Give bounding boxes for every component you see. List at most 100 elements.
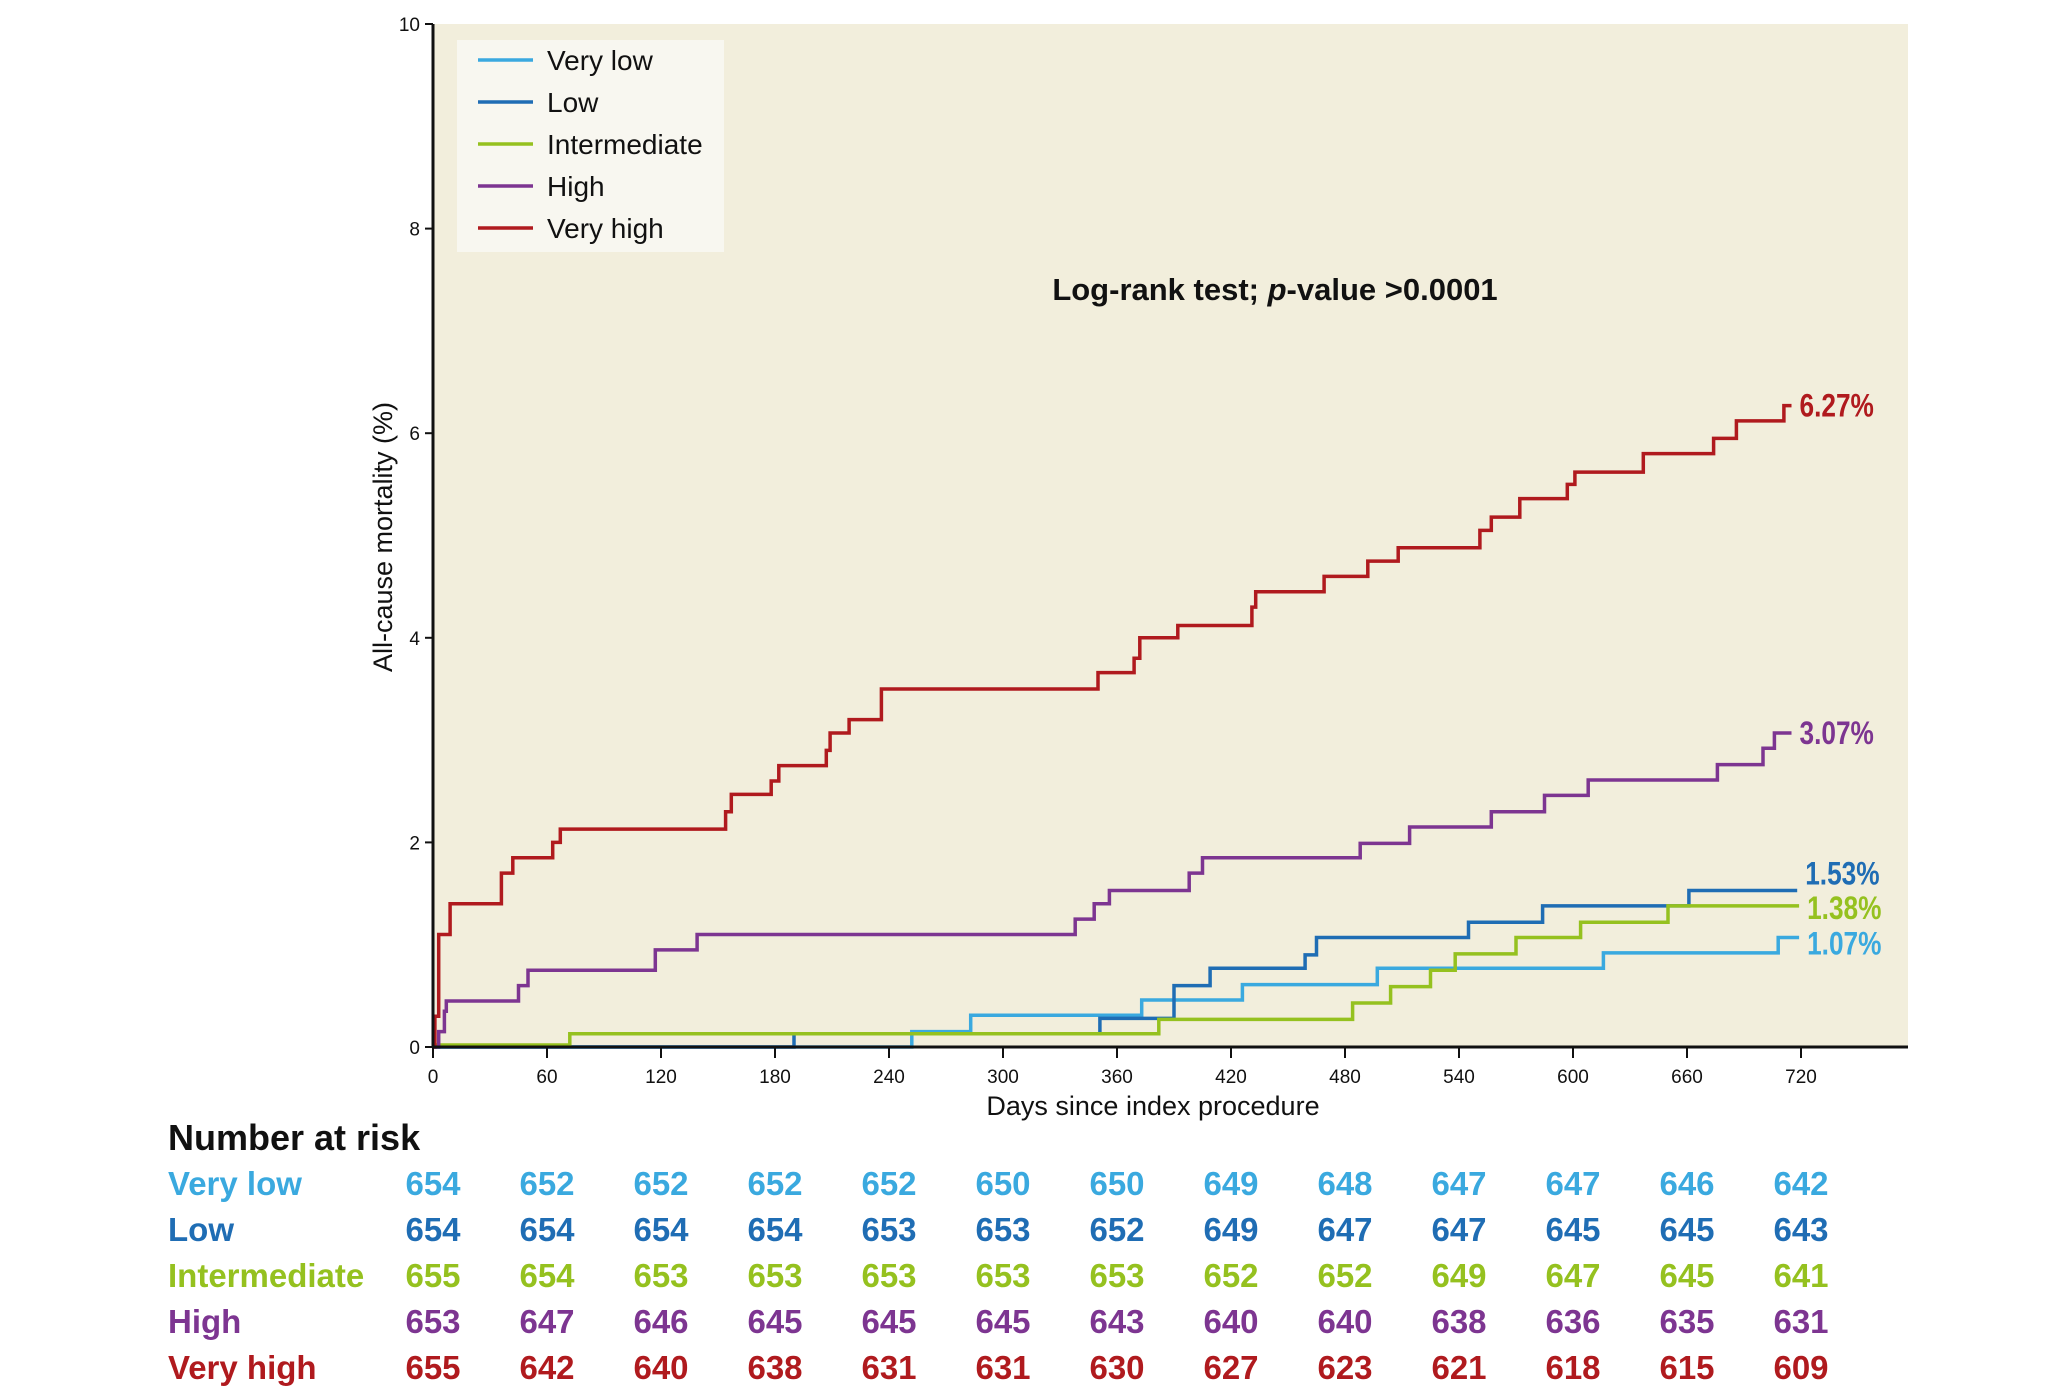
risk-value: 642 <box>1773 1165 1828 1202</box>
risk-value: 640 <box>1317 1303 1372 1340</box>
risk-value: 635 <box>1659 1303 1714 1340</box>
risk-value: 630 <box>1089 1349 1144 1386</box>
risk-value: 650 <box>975 1165 1030 1202</box>
risk-value: 631 <box>1773 1303 1828 1340</box>
risk-row-label: High <box>168 1303 241 1340</box>
risk-value: 652 <box>519 1165 574 1202</box>
risk-row-label: Low <box>168 1211 234 1248</box>
legend-label: Very high <box>547 213 664 244</box>
risk-value: 645 <box>861 1303 916 1340</box>
risk-value: 642 <box>519 1349 574 1386</box>
risk-value: 647 <box>1431 1211 1486 1248</box>
risk-value: 645 <box>747 1303 802 1340</box>
end-label: 1.07% <box>1807 927 1881 962</box>
x-tick-label: 420 <box>1215 1067 1247 1088</box>
y-tick-label: 4 <box>409 629 420 650</box>
risk-value: 645 <box>975 1303 1030 1340</box>
risk-value: 653 <box>1089 1257 1144 1294</box>
risk-value: 654 <box>405 1211 461 1248</box>
risk-value: 646 <box>633 1303 688 1340</box>
risk-table-title: Number at risk <box>168 1117 421 1158</box>
risk-value: 648 <box>1317 1165 1372 1202</box>
x-axis-label: Days since index procedure <box>986 1091 1319 1121</box>
risk-value: 652 <box>1089 1211 1144 1248</box>
y-tick-label: 6 <box>409 424 420 445</box>
series-line-high <box>433 731 1792 1049</box>
risk-value: 652 <box>747 1165 802 1202</box>
risk-value: 645 <box>1659 1257 1714 1294</box>
risk-value: 653 <box>633 1257 688 1294</box>
risk-value: 654 <box>519 1211 575 1248</box>
risk-value: 654 <box>519 1257 575 1294</box>
annotation-prefix: Log-rank test; <box>1052 272 1267 307</box>
risk-value: 615 <box>1659 1349 1714 1386</box>
x-tick-label: 300 <box>987 1067 1019 1088</box>
risk-value: 638 <box>747 1349 802 1386</box>
risk-value: 650 <box>1089 1165 1144 1202</box>
risk-value: 654 <box>747 1211 803 1248</box>
series-line-intermediate <box>433 904 1800 1047</box>
risk-value: 645 <box>1545 1211 1600 1248</box>
x-tick-label: 720 <box>1785 1067 1817 1088</box>
risk-value: 621 <box>1431 1349 1486 1386</box>
risk-value: 647 <box>1545 1165 1600 1202</box>
risk-value: 652 <box>861 1165 916 1202</box>
risk-value: 652 <box>1317 1257 1372 1294</box>
risk-value: 653 <box>405 1303 460 1340</box>
risk-value: 653 <box>975 1211 1030 1248</box>
risk-value: 647 <box>1317 1211 1372 1248</box>
end-label: 1.38% <box>1807 891 1881 926</box>
series-line-very-high <box>433 403 1792 1049</box>
x-tick-label: 540 <box>1443 1067 1475 1088</box>
risk-value: 609 <box>1773 1349 1828 1386</box>
legend-label: High <box>547 171 605 202</box>
x-tick-label: 240 <box>873 1067 905 1088</box>
x-tick-label: 120 <box>645 1067 677 1088</box>
risk-row-label: Intermediate <box>168 1257 364 1294</box>
y-axis-label: All-cause mortality (%) <box>368 402 398 672</box>
risk-value: 647 <box>1545 1257 1600 1294</box>
end-label: 3.07% <box>1800 717 1874 752</box>
risk-value: 654 <box>405 1165 461 1202</box>
risk-value: 655 <box>405 1349 460 1386</box>
risk-value: 654 <box>633 1211 689 1248</box>
x-tick-label: 600 <box>1557 1067 1589 1088</box>
series-line-very-low <box>433 935 1800 1049</box>
y-tick-label: 0 <box>409 1038 420 1059</box>
risk-row-label: Very high <box>168 1349 317 1386</box>
risk-value: 647 <box>1431 1165 1486 1202</box>
legend-label: Intermediate <box>547 129 703 160</box>
risk-value: 643 <box>1773 1211 1828 1248</box>
risk-value: 640 <box>1203 1303 1258 1340</box>
risk-value: 641 <box>1773 1257 1828 1294</box>
x-tick-label: 180 <box>759 1067 791 1088</box>
x-tick-label: 60 <box>536 1067 557 1088</box>
risk-value: 653 <box>861 1211 916 1248</box>
risk-value: 653 <box>975 1257 1030 1294</box>
series-line-low <box>433 888 1798 1049</box>
risk-value: 652 <box>633 1165 688 1202</box>
risk-value: 640 <box>633 1349 688 1386</box>
x-tick-label: 0 <box>428 1067 439 1088</box>
risk-value: 649 <box>1203 1165 1258 1202</box>
y-tick-label: 10 <box>399 15 420 36</box>
legend-box <box>457 40 724 252</box>
risk-value: 646 <box>1659 1165 1714 1202</box>
risk-value: 652 <box>1203 1257 1258 1294</box>
end-label: 6.27% <box>1800 389 1874 424</box>
risk-value: 649 <box>1203 1211 1258 1248</box>
end-label: 1.53% <box>1805 857 1879 892</box>
x-tick-label: 360 <box>1101 1067 1133 1088</box>
y-tick-label: 2 <box>409 833 420 854</box>
risk-value: 631 <box>861 1349 916 1386</box>
annotation-italic: p <box>1267 272 1287 307</box>
x-tick-label: 660 <box>1671 1067 1703 1088</box>
risk-value: 653 <box>747 1257 802 1294</box>
risk-row-label: Very low <box>168 1165 302 1202</box>
log-rank-annotation: Log-rank test; p-value >0.0001 <box>1052 272 1497 307</box>
risk-value: 623 <box>1317 1349 1372 1386</box>
legend-label: Very low <box>547 45 654 76</box>
risk-value: 649 <box>1431 1257 1486 1294</box>
legend-label: Low <box>547 87 599 118</box>
